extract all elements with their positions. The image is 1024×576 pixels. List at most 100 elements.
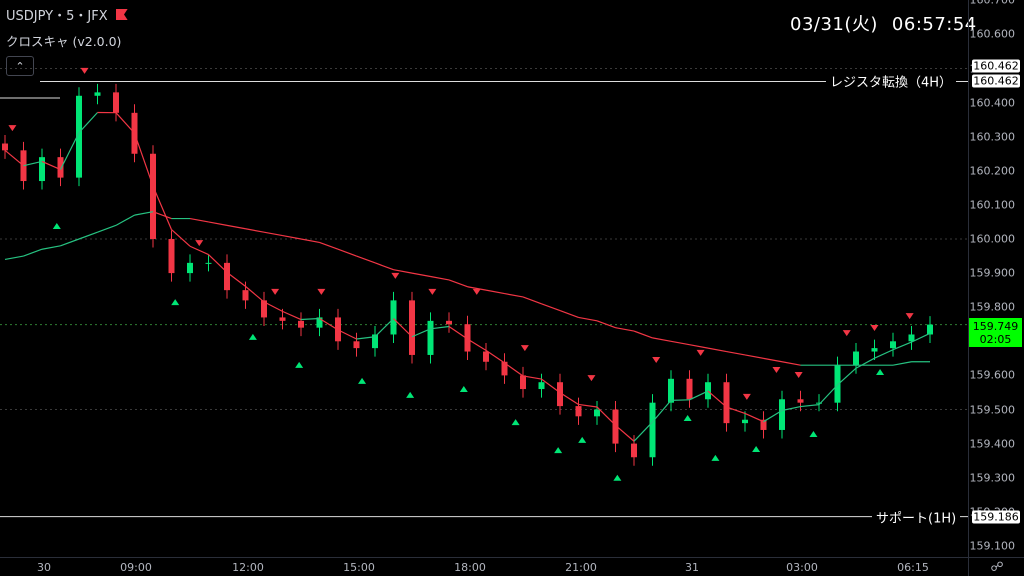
time-tick: 03:00 [786,561,818,574]
buy-signal-marker [460,386,468,392]
buy-signal-marker [358,378,366,384]
support-price-tag: 159.186 [972,511,1020,524]
price-tick: 160.100 [970,198,1016,211]
candle-body [927,325,933,335]
clock-time: 06:57:54 [892,14,977,35]
candle-body [668,379,674,403]
fast-ma-segment [801,405,820,407]
candle-body [446,321,452,324]
buy-signal-marker [295,362,303,368]
sell-signal-marker [743,394,751,400]
slow-ma-segment [449,280,468,287]
candle-body [243,290,249,300]
slow-ma-segment [357,256,376,263]
slow-ma-segment [634,331,653,338]
time-tick: 12:00 [232,561,264,574]
buy-signal-marker [171,299,179,305]
price-tick: 159.500 [970,403,1016,416]
buy-signal-marker [554,447,562,453]
chevron-up-icon[interactable]: ⌃ [6,56,34,76]
slow-ma-segment [320,242,339,249]
candle-body [853,352,859,366]
price-tick: 160.600 [970,28,1016,41]
candle-body [779,399,785,430]
sell-signal-marker [871,325,879,331]
symbol-title[interactable]: USDJPY・5・JFX [6,5,108,24]
indicator-name[interactable]: クロスキャ (v2.0.0) [6,31,128,50]
buy-signal-marker [684,415,692,421]
time-tick: 30 [37,561,51,574]
support-label: サポート(1H) [872,508,960,527]
price-tick: 160.000 [970,233,1016,246]
price-chart[interactable] [0,0,968,557]
sell-signal-marker [195,240,203,246]
time-tick: 09:00 [120,561,152,574]
slow-ma-segment [690,345,709,348]
sell-signal-marker [521,345,529,351]
slow-ma-segment [486,290,505,293]
price-tick: 159.800 [970,301,1016,314]
bar-countdown: 02:05 [969,333,1022,346]
time-tick: 18:00 [454,561,486,574]
resistance-price-tag-upper: 160.462 [972,60,1020,73]
sell-signal-marker [843,330,851,336]
sell-signal-marker [652,357,660,363]
price-tick: 159.900 [970,267,1016,280]
slow-ma-segment [394,270,413,273]
slow-ma-segment [523,297,542,304]
price-tick: 159.400 [970,437,1016,450]
slow-ma-segment [190,219,209,222]
candle-body [909,334,915,341]
gear-icon[interactable]: ☍ [968,557,1024,576]
candle-body [39,157,45,181]
slow-ma-segment [61,239,80,246]
slow-ma-segment [708,348,727,351]
candle-body [206,263,212,264]
price-tick: 160.300 [970,130,1016,143]
candle-body [113,92,119,112]
candle-body [2,144,8,151]
slow-ma-segment [338,249,357,256]
slow-ma-segment [98,225,117,232]
slow-ma-segment [579,317,598,320]
candle-body [576,406,582,416]
candle-body [520,375,526,389]
time-tick: 15:00 [343,561,375,574]
candle-body [391,300,397,334]
slow-ma-segment [5,256,24,259]
slow-ma-segment [616,328,635,331]
buy-signal-marker [613,475,621,481]
buy-signal-marker [711,455,719,461]
slow-ma-segment [209,222,228,225]
resistance-price-tag: 160.462 [972,75,1020,88]
slow-ma-segment [283,236,302,239]
slow-ma-segment [79,232,98,239]
buy-signal-marker [578,437,586,443]
sell-signal-marker [428,289,436,295]
slow-ma-segment [412,273,431,276]
candle-body [539,382,545,389]
slow-ma-segment [745,355,764,358]
candle-body [58,157,64,177]
clock-date: 03/31(火) [790,14,878,35]
sell-signal-marker [906,313,914,319]
sell-signal-marker [8,125,16,131]
sell-signal-marker [795,372,803,378]
candle-body [872,348,878,351]
price-tick: 159.600 [970,369,1016,382]
sell-signal-marker [317,289,325,295]
slow-ma-segment [764,358,783,361]
slow-ma-segment [542,304,561,311]
candle-body [742,420,748,423]
current-price: 159.749 [969,320,1022,333]
slow-ma-segment [671,341,690,344]
candle-body [650,403,656,458]
flag-icon[interactable] [116,9,128,20]
price-tick: 160.200 [970,164,1016,177]
slow-ma-segment [727,352,746,355]
sell-signal-marker [271,289,279,295]
buy-signal-marker [512,419,520,425]
candle-body [687,379,693,399]
current-price-tag: 159.749 02:05 [969,318,1022,347]
